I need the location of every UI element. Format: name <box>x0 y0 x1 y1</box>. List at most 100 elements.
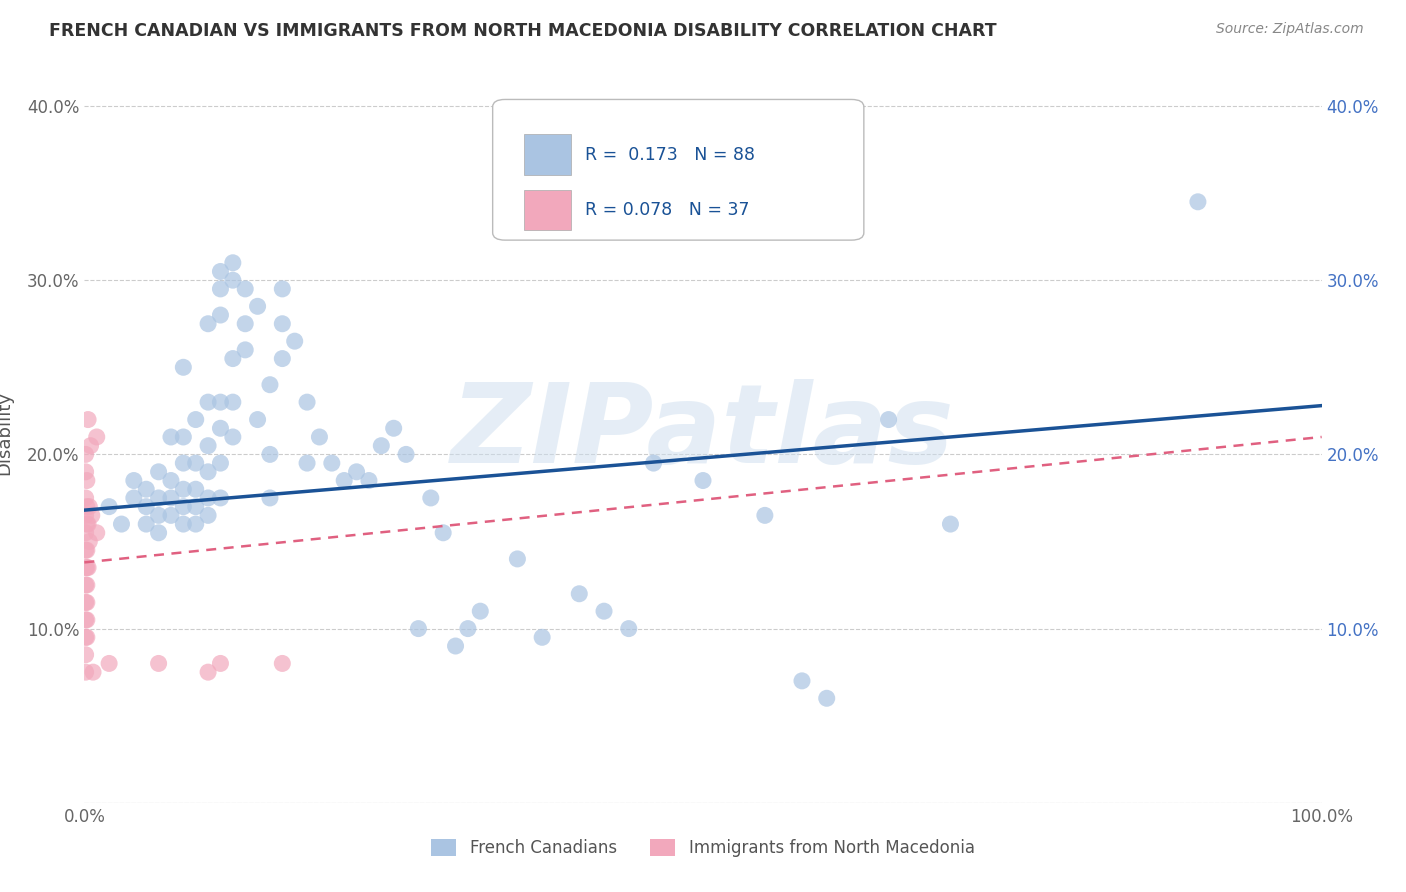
Point <box>184 482 207 496</box>
Point <box>1187 194 1209 209</box>
Point <box>76 630 98 644</box>
Point <box>75 491 97 505</box>
Point <box>86 430 108 444</box>
Point <box>692 474 714 488</box>
Point <box>233 317 256 331</box>
Point <box>370 439 392 453</box>
Point <box>75 525 97 540</box>
Point <box>197 508 219 523</box>
Point <box>357 474 380 488</box>
Point <box>233 282 256 296</box>
Point <box>160 474 183 488</box>
Point <box>184 517 207 532</box>
Point <box>209 456 232 470</box>
Point <box>75 578 97 592</box>
Text: FRENCH CANADIAN VS IMMIGRANTS FROM NORTH MACEDONIA DISABILITY CORRELATION CHART: FRENCH CANADIAN VS IMMIGRANTS FROM NORTH… <box>49 22 997 40</box>
Point <box>76 517 98 532</box>
Point <box>76 613 98 627</box>
Point <box>295 395 318 409</box>
Point <box>82 665 104 680</box>
Point <box>197 665 219 680</box>
Point <box>470 604 492 618</box>
Point <box>75 465 97 479</box>
Point <box>184 500 207 514</box>
Point <box>148 491 170 505</box>
Point <box>148 508 170 523</box>
Point <box>419 491 441 505</box>
Point <box>333 474 356 488</box>
Point <box>76 578 98 592</box>
FancyBboxPatch shape <box>523 135 571 175</box>
Point <box>643 456 665 470</box>
Point <box>160 508 183 523</box>
Point <box>197 491 219 505</box>
Point <box>209 491 232 505</box>
Point <box>222 273 245 287</box>
Point <box>75 447 97 461</box>
Point <box>184 456 207 470</box>
Point <box>209 264 232 278</box>
Point <box>790 673 813 688</box>
Point <box>135 482 157 496</box>
Point <box>531 630 554 644</box>
Point <box>135 500 157 514</box>
Text: ZIPatlas: ZIPatlas <box>451 379 955 486</box>
Point <box>110 517 132 532</box>
Point <box>506 125 529 139</box>
Point <box>172 482 194 496</box>
Point <box>172 430 194 444</box>
Point <box>75 560 97 574</box>
Point <box>197 395 219 409</box>
Point <box>77 412 100 426</box>
Point <box>271 351 294 366</box>
Point <box>98 500 121 514</box>
FancyBboxPatch shape <box>492 99 863 240</box>
Text: Source: ZipAtlas.com: Source: ZipAtlas.com <box>1216 22 1364 37</box>
Point <box>408 622 430 636</box>
Point <box>75 648 97 662</box>
Point <box>76 595 98 609</box>
Point <box>568 587 591 601</box>
Point <box>815 691 838 706</box>
Point <box>197 317 219 331</box>
Point <box>172 456 194 470</box>
Point <box>76 560 98 574</box>
Point <box>308 430 330 444</box>
Point <box>122 474 145 488</box>
Y-axis label: Disability: Disability <box>0 391 13 475</box>
Point <box>75 630 97 644</box>
Point <box>209 421 232 435</box>
Point <box>172 360 194 375</box>
Point <box>877 412 900 426</box>
Point <box>148 465 170 479</box>
Point <box>148 657 170 671</box>
Point <box>295 456 318 470</box>
Point <box>122 491 145 505</box>
Point <box>77 560 100 574</box>
Point <box>209 308 232 322</box>
Point <box>246 299 269 313</box>
Point <box>506 552 529 566</box>
Point <box>209 395 232 409</box>
Point <box>75 665 97 680</box>
Point <box>617 622 640 636</box>
Point <box>79 439 101 453</box>
Point <box>148 525 170 540</box>
Point <box>75 595 97 609</box>
Point <box>209 657 232 671</box>
Point <box>79 500 101 514</box>
FancyBboxPatch shape <box>523 190 571 230</box>
Point <box>271 657 294 671</box>
Point <box>197 439 219 453</box>
Point <box>395 447 418 461</box>
Point <box>444 639 467 653</box>
Point <box>77 517 100 532</box>
Point <box>346 465 368 479</box>
Point <box>939 517 962 532</box>
Point <box>172 500 194 514</box>
Point <box>382 421 405 435</box>
Point <box>754 508 776 523</box>
Point <box>321 456 343 470</box>
Point <box>222 430 245 444</box>
Point <box>259 447 281 461</box>
